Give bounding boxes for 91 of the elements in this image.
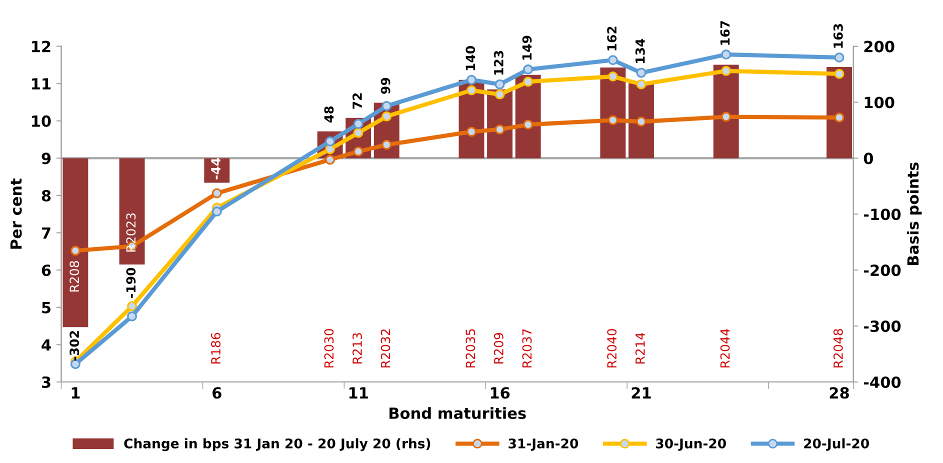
annotation: R2035: [466, 329, 476, 368]
y-tick-label: 3: [42, 376, 50, 388]
point: [353, 118, 364, 129]
point: [382, 100, 392, 111]
y2-tick-label: -200: [864, 264, 901, 276]
y-tick-label: 9: [42, 152, 51, 164]
legend-label: Change in bps 31 Jan 20 - 20 July 20 (rhs): [124, 438, 430, 452]
legend-label: 30-Jun-20: [656, 438, 726, 451]
data-label: 167: [720, 21, 730, 45]
point: [466, 85, 476, 96]
point: [834, 112, 844, 123]
y2-tick-label: -400: [864, 376, 901, 388]
y2-tick-label: 200: [864, 40, 894, 52]
data-label: 140: [466, 46, 476, 70]
annotation: R2040: [607, 328, 617, 368]
point: [494, 89, 505, 100]
point: [127, 301, 138, 312]
point: [382, 111, 392, 122]
point: [70, 246, 80, 256]
annotation: R2030: [324, 328, 334, 368]
annotation: R214: [635, 332, 645, 364]
point: [523, 64, 534, 74]
y2-tick-label: 100: [864, 96, 894, 108]
y-tick-label: 11: [32, 78, 51, 90]
data-label: 72: [352, 93, 362, 109]
annotation: R2048: [833, 329, 843, 368]
point: [212, 188, 222, 198]
y2-tick-label: -300: [864, 320, 901, 332]
y-tick-label: 10: [32, 115, 51, 127]
point: [636, 68, 646, 78]
point: [466, 74, 476, 85]
annotation: R2044: [720, 328, 730, 368]
data-label: 163: [833, 24, 843, 48]
annotation: R213: [352, 333, 362, 364]
annotation: R2037: [522, 329, 532, 368]
bar: [62, 158, 88, 328]
point: [127, 311, 138, 322]
annotation: R2023: [126, 213, 136, 252]
annotation: R209: [494, 333, 504, 364]
y-tick-label: 8: [42, 190, 51, 202]
y-tick-label: 12: [32, 40, 50, 52]
y2-tick-label: 0: [864, 152, 874, 164]
legend-label: 31-Jan-20: [508, 438, 578, 451]
point: [721, 50, 732, 60]
data-label: 123: [494, 50, 504, 75]
data-label: 149: [522, 36, 532, 60]
x-tick-label: 11: [349, 387, 368, 398]
x-tick-label: 1: [72, 387, 80, 398]
y-axis-title: Per cent: [10, 178, 22, 249]
point: [466, 126, 476, 137]
y-tick-label: 5: [42, 302, 51, 314]
y2-axis-title: Basis points: [906, 162, 922, 266]
point: [636, 79, 646, 90]
x-tick-label: 16: [490, 387, 510, 399]
y-tick-label: 6: [42, 264, 51, 276]
y2-tick-label: -100: [864, 208, 901, 220]
data-label: -44: [211, 158, 220, 180]
x-tick-label: 28: [830, 387, 849, 399]
point: [834, 68, 844, 79]
point: [608, 72, 618, 82]
data-label: 48: [324, 106, 334, 122]
point: [636, 116, 646, 127]
point: [721, 112, 732, 122]
x-axis-title: Bond maturities: [390, 407, 526, 420]
point: [523, 76, 534, 87]
point: [494, 124, 505, 134]
annotation: R2032: [380, 329, 390, 368]
point: [212, 206, 222, 217]
data-label: -302: [70, 331, 80, 361]
data-label: 134: [635, 38, 645, 64]
point: [721, 66, 732, 76]
annotation: R208: [70, 261, 80, 292]
point: [382, 140, 392, 150]
point: [608, 115, 618, 126]
point: [494, 79, 505, 90]
bar: [826, 67, 852, 158]
point: [523, 120, 534, 130]
point: [325, 154, 336, 165]
data-label: -190: [126, 268, 136, 298]
legend-label: 20-Jul-20: [804, 438, 869, 451]
point: [834, 52, 844, 62]
y-tick-label: 7: [42, 227, 50, 239]
y-tick-label: 4: [42, 339, 51, 350]
data-label: 162: [607, 26, 617, 50]
x-tick-label: 21: [632, 387, 651, 398]
bar: [119, 158, 145, 264]
point: [608, 55, 618, 66]
point: [353, 146, 364, 156]
x-tick-label: 6: [212, 387, 222, 399]
data-label: 99: [380, 78, 390, 94]
annotation: R186: [211, 332, 221, 364]
